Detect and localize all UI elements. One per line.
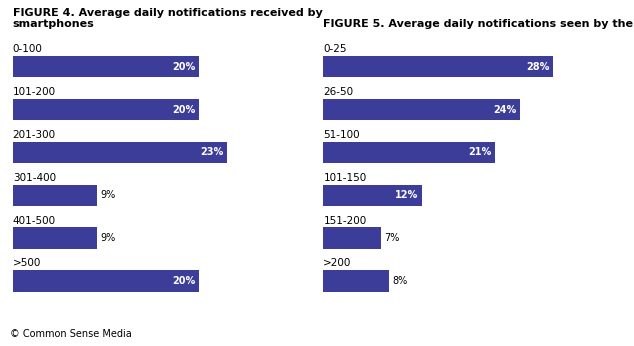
Text: 23%: 23% [200, 147, 224, 157]
Text: 28%: 28% [526, 62, 549, 72]
Text: >500: >500 [13, 258, 41, 268]
Text: 151-200: 151-200 [323, 216, 366, 226]
Text: 24%: 24% [493, 104, 517, 115]
Text: © Common Sense Media: © Common Sense Media [10, 329, 131, 339]
Text: 0-25: 0-25 [323, 44, 347, 54]
Text: 401-500: 401-500 [13, 216, 56, 226]
Text: 12%: 12% [395, 190, 418, 200]
Bar [323, 56, 553, 78]
Bar [13, 184, 96, 206]
Text: 8%: 8% [392, 276, 408, 286]
Text: 20%: 20% [172, 276, 195, 286]
Text: 7%: 7% [384, 233, 399, 243]
Bar [13, 227, 96, 249]
Text: FIGURE 5. Average daily notifications seen by the user: FIGURE 5. Average daily notifications se… [323, 19, 634, 29]
Text: 101-150: 101-150 [323, 173, 366, 183]
Text: 51-100: 51-100 [323, 130, 360, 140]
Bar [323, 270, 389, 292]
Text: FIGURE 4. Average daily notifications received by
smartphones: FIGURE 4. Average daily notifications re… [13, 8, 323, 29]
Text: 101-200: 101-200 [13, 87, 56, 97]
Text: 9%: 9% [100, 190, 115, 200]
Bar [323, 99, 520, 120]
Bar [323, 142, 495, 163]
Bar [323, 184, 422, 206]
Bar [13, 99, 199, 120]
Text: 21%: 21% [469, 147, 492, 157]
Bar [13, 142, 227, 163]
Text: 20%: 20% [172, 62, 195, 72]
Bar [13, 56, 199, 78]
Text: >200: >200 [323, 258, 352, 268]
Text: 20%: 20% [172, 104, 195, 115]
Text: 0-100: 0-100 [13, 44, 42, 54]
Bar [13, 270, 199, 292]
Bar [323, 227, 380, 249]
Text: 301-400: 301-400 [13, 173, 56, 183]
Text: 201-300: 201-300 [13, 130, 56, 140]
Text: 9%: 9% [100, 233, 115, 243]
Text: 26-50: 26-50 [323, 87, 354, 97]
